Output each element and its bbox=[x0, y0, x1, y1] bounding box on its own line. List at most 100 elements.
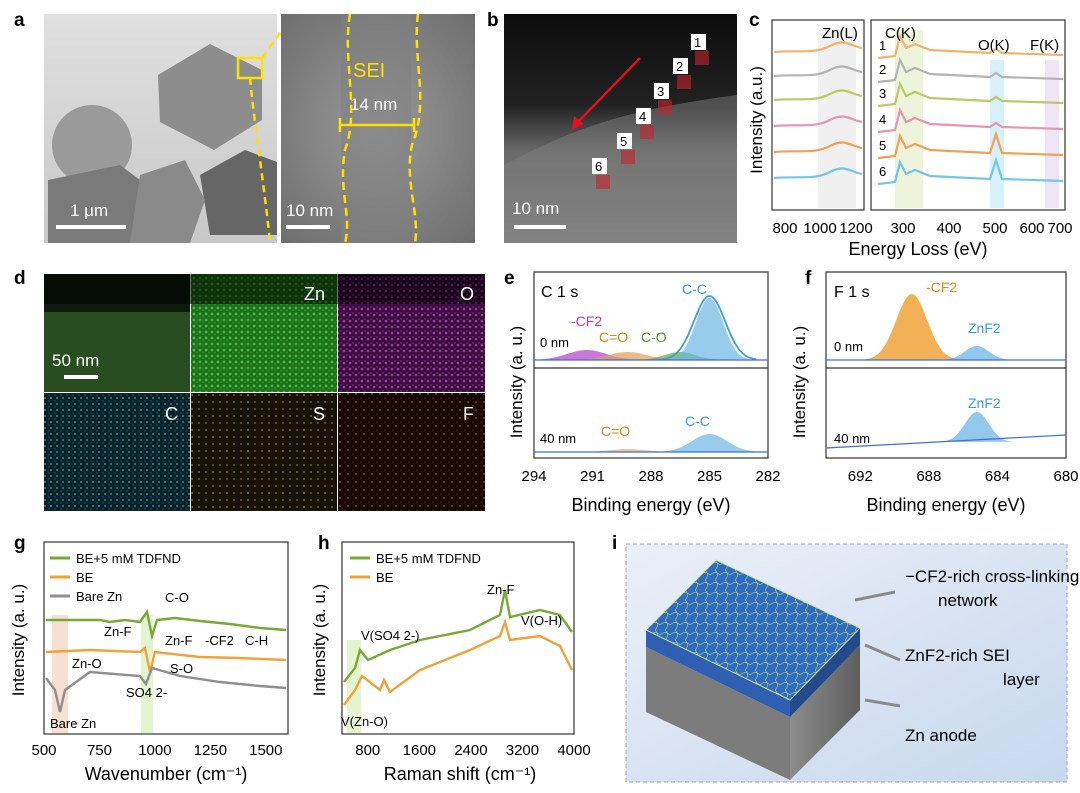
particle-hexagon bbox=[200, 150, 277, 235]
tick-label: 400 bbox=[936, 220, 961, 237]
map-label-o: O bbox=[460, 284, 474, 304]
tick-label: 684 bbox=[985, 468, 1010, 485]
eels-spectrum bbox=[877, 80, 1064, 108]
f-depth-top: 0 nm bbox=[834, 339, 863, 354]
tick-label: 291 bbox=[580, 468, 605, 485]
particle-hexagon bbox=[158, 44, 262, 150]
eels-spectrum-zn bbox=[773, 65, 863, 78]
f-ylabel: Intensity (a. u.) bbox=[790, 326, 809, 438]
c-frame-left bbox=[771, 19, 865, 211]
fit-peak bbox=[865, 294, 958, 360]
label-c-o: C-O bbox=[641, 329, 667, 345]
zn-region bbox=[504, 95, 737, 243]
fit-peak bbox=[668, 298, 751, 360]
eels-spectrum bbox=[877, 156, 1064, 186]
o-edge-label: O(K) bbox=[978, 37, 1010, 54]
tick-label: 1200 bbox=[839, 220, 872, 237]
sei-label: SEI bbox=[353, 60, 385, 82]
scan-point bbox=[695, 51, 709, 65]
label-c-o-double: C=O bbox=[599, 329, 628, 345]
scan-point bbox=[621, 150, 635, 164]
h-xlabel: Raman shift (cm⁻¹) bbox=[384, 764, 537, 784]
eels-spectrum bbox=[877, 130, 1064, 160]
tick-label: 500 bbox=[31, 742, 56, 759]
eels-spectrum-zn bbox=[773, 41, 863, 54]
f-map bbox=[338, 393, 485, 511]
sei-front bbox=[646, 630, 790, 717]
g-curves bbox=[45, 609, 287, 713]
ann-zn-f: Zn-F bbox=[104, 624, 132, 639]
pointer-arrows bbox=[854, 590, 901, 708]
label-network-1: −CF2-rich cross-linking bbox=[905, 567, 1079, 586]
eels-spectrum bbox=[877, 32, 1064, 60]
map-label-f: F bbox=[463, 404, 474, 424]
g-ticks: 500 750 1000 1250 1500 bbox=[31, 742, 282, 759]
ann-zn-f-2: Zn-F bbox=[165, 633, 193, 648]
label-cf2: -CF2 bbox=[571, 313, 602, 329]
scale-bar bbox=[286, 225, 330, 229]
point-label: 2 bbox=[676, 59, 683, 74]
panel-label-f: f bbox=[805, 268, 812, 289]
sei-side bbox=[790, 628, 860, 717]
map-label-s: S bbox=[313, 404, 325, 424]
f-curves bbox=[825, 294, 1067, 449]
panel-label-a: a bbox=[14, 10, 25, 31]
point-tag bbox=[691, 34, 706, 50]
thickness-ticks bbox=[338, 118, 416, 132]
tick-label: 800 bbox=[355, 742, 380, 759]
tick-label: 700 bbox=[1047, 220, 1072, 237]
scale-label: 10 nm bbox=[512, 199, 559, 218]
spectrum-label: 5 bbox=[879, 138, 886, 153]
point-tag bbox=[636, 108, 651, 124]
point-label: 4 bbox=[639, 109, 646, 124]
zn-edge-label: Zn(L) bbox=[822, 25, 858, 42]
label-c-c-40: C-C bbox=[685, 413, 710, 429]
tick-label: 3200 bbox=[506, 742, 539, 759]
zn-front-face bbox=[646, 647, 790, 780]
tick-label: 285 bbox=[697, 468, 722, 485]
scan-point bbox=[640, 125, 654, 139]
h-curves bbox=[343, 589, 574, 706]
zoom-line bbox=[248, 29, 284, 244]
tick-label: 750 bbox=[87, 742, 112, 759]
scan-arrow bbox=[575, 57, 641, 125]
envelope bbox=[662, 295, 757, 361]
h-legend: BE+5 mM TDFND BE bbox=[350, 551, 481, 585]
c-frame-right bbox=[870, 19, 1066, 211]
f-xlabel: Binding energy (eV) bbox=[866, 495, 1025, 515]
f-title: F 1 s bbox=[834, 284, 870, 301]
tick-label: 688 bbox=[916, 468, 941, 485]
particle bbox=[130, 160, 205, 243]
label-znf2: ZnF2 bbox=[968, 320, 1001, 336]
tick-label: 1000 bbox=[803, 220, 836, 237]
eels-spectrum bbox=[877, 56, 1064, 84]
tick-label: 294 bbox=[521, 468, 546, 485]
g-frame bbox=[43, 541, 289, 735]
ann-s-o: S-O bbox=[170, 661, 193, 676]
fit-peak bbox=[656, 434, 763, 452]
tick-label: 1500 bbox=[249, 742, 282, 759]
fit-peak bbox=[575, 449, 681, 452]
e-ylabel: Intensity (a. u.) bbox=[507, 326, 526, 438]
particle bbox=[48, 165, 160, 243]
f-depth-bottom: 40 nm bbox=[834, 431, 870, 446]
g-band bbox=[141, 615, 153, 733]
ann-zn-f: Zn-F bbox=[487, 582, 515, 597]
tick-label: 800 bbox=[772, 220, 797, 237]
baseline bbox=[825, 434, 1067, 449]
point-tag bbox=[673, 58, 688, 74]
h-ylabel: Intensity (a. u.) bbox=[310, 584, 329, 696]
zn-side-face bbox=[790, 645, 860, 780]
sei-boundary bbox=[341, 13, 353, 244]
cf2-network-top bbox=[646, 560, 860, 700]
panel-label-c: c bbox=[749, 10, 760, 31]
sei-layer bbox=[341, 14, 411, 243]
top-vacuum bbox=[44, 274, 485, 304]
f-edge-band bbox=[1045, 60, 1059, 208]
panel-h: Intensity (a. u.) BE+5 mM TDFND BE Zn-F V… bbox=[310, 541, 591, 784]
point-tag bbox=[617, 133, 632, 149]
panel-d: 50 nm Zn O C S F bbox=[44, 274, 485, 511]
map-label-c: C bbox=[165, 404, 178, 424]
